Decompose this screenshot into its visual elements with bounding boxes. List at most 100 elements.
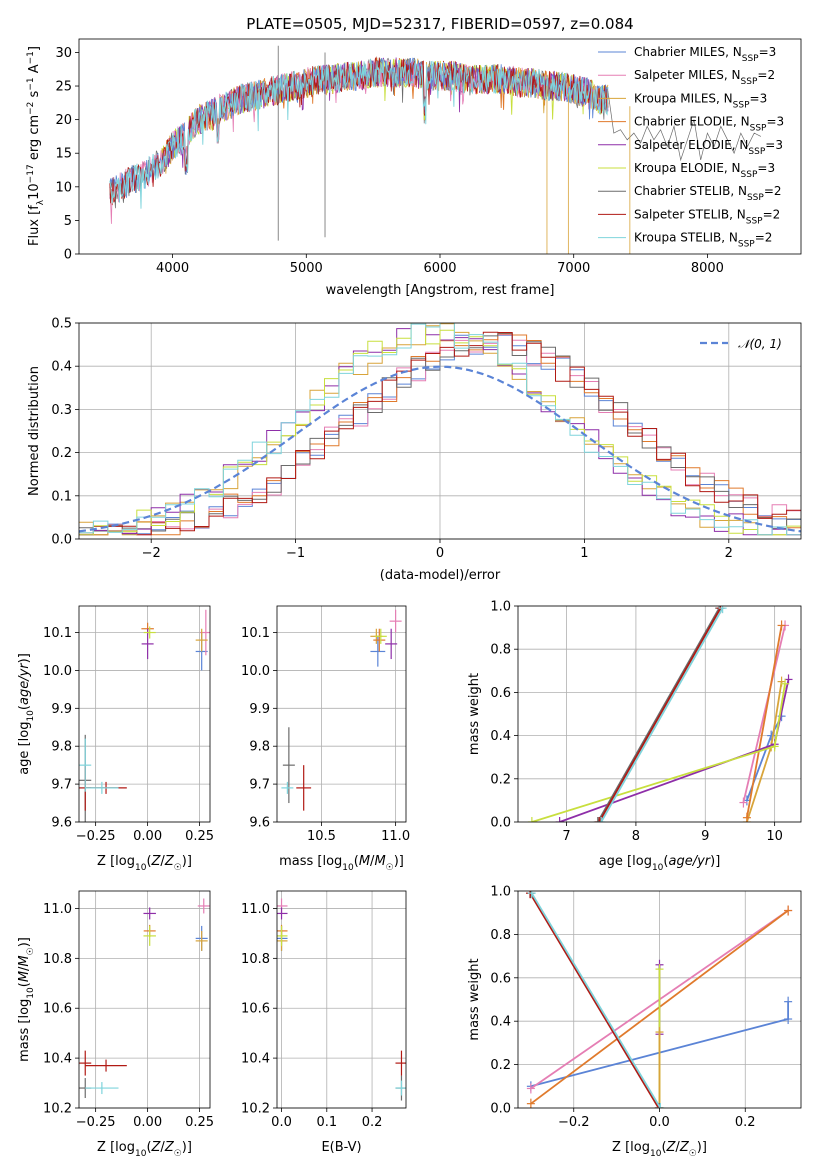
y-tick-label: 10: [55, 180, 72, 195]
y-tick-label: 10.0: [241, 664, 270, 679]
histogram-salpeter_stelib: [79, 331, 801, 536]
weight-line-kroupa_stelib: [530, 892, 662, 1108]
label-part: SSP: [747, 193, 764, 203]
label-part: 10: [135, 863, 147, 873]
weight-line-kroupa_stelib: [600, 607, 724, 822]
label-part: =2: [757, 68, 775, 82]
x-tick-label: 0.25: [185, 829, 214, 844]
label-part: )]: [17, 653, 32, 663]
y-tick-label: 10.4: [43, 1052, 72, 1067]
y-tick-label: 10.4: [241, 1052, 270, 1067]
label-part: M: [359, 854, 370, 869]
label-part: erg cm: [27, 115, 42, 164]
y-tick-label: 9.6: [249, 816, 270, 831]
legend-label-kroupa_elodie: Kroupa ELODIE, NSSP=3: [634, 161, 775, 180]
plot-area: [79, 323, 801, 536]
label-part: Salpeter ELODIE, N: [634, 138, 748, 152]
y-axis-label: Flux [fλ10−17 erg cm−2 s−1 A−1]: [26, 46, 46, 246]
label-part: Z: [164, 1140, 175, 1155]
y-tick-label: 10.1: [241, 626, 270, 641]
label-part: 10: [650, 1149, 662, 1159]
x-tick-label: 7000: [557, 261, 590, 276]
x-axis-label: Z [log10(Z/Z☉)]: [97, 854, 192, 873]
y-tick-label: 9.9: [51, 702, 72, 717]
x-tick-label: −0.2: [558, 1115, 590, 1130]
label-part: λ: [36, 199, 46, 205]
plot-area: [277, 898, 406, 1101]
label-part: Kroupa MILES, N: [634, 91, 733, 105]
y-tick-label: 1.0: [490, 885, 511, 900]
label-part: (: [663, 854, 668, 869]
legend-label-chabrier_miles: Chabrier MILES, NSSP=3: [634, 45, 776, 64]
x-axis-label: mass [log10(M/M☉)]: [279, 854, 404, 873]
label-part: /: [160, 854, 165, 869]
axes-frame: [517, 605, 802, 823]
x-tick-label: −2: [142, 546, 161, 561]
x-tick-label: 0.2: [362, 1115, 383, 1130]
y-tick-label: 9.7: [249, 778, 270, 793]
weight-line-salpeter_stelib: [529, 892, 660, 1108]
y-tick-label: 10.2: [241, 1102, 270, 1117]
label-part: Chabrier STELIB, N: [634, 184, 747, 198]
label-part: Chabrier ELODIE, N: [634, 115, 750, 129]
y-tick-label: 10.2: [43, 1102, 72, 1117]
y-axis-label: mass weight: [467, 673, 482, 755]
spectrum-line-kroupa_stelib: [109, 58, 609, 209]
chart-residuals: −2 −1 0 1 2 0.0 0.1 0.2 0.3 0.4 0.5 (data-model)/er…: [27, 317, 802, 583]
label-part: (: [146, 854, 151, 869]
y-axis-label: mass weight: [467, 958, 482, 1040]
x-tick-label: 10: [766, 829, 783, 844]
label-part: ☉: [386, 863, 394, 873]
x-tick-label: 0.25: [185, 1115, 214, 1130]
legend-label-chabrier_elodie: Chabrier ELODIE, NSSP=3: [634, 115, 784, 134]
x-tick-label: −0.25: [76, 1115, 116, 1130]
label-part: Chabrier MILES, N: [634, 45, 742, 59]
y-tick-label: 10.1: [43, 626, 72, 641]
y-tick-label: 5: [64, 214, 72, 229]
y-tick-label: 20: [55, 113, 72, 128]
y-tick-label: 0: [64, 248, 72, 263]
label-part: SSP: [738, 240, 755, 250]
label-part: )]: [182, 1140, 192, 1155]
label-part: /: [370, 854, 375, 869]
y-tick-label: 0.4: [490, 1015, 511, 1030]
y-tick-label: 1.0: [490, 600, 511, 615]
y-tick-label: 30: [55, 46, 72, 61]
x-axis-label: Z [log10(Z/Z☉)]: [612, 1140, 707, 1159]
x-tick-label: 4000: [156, 261, 189, 276]
label-part: Z [log: [612, 1140, 650, 1155]
label-part: SSP: [748, 147, 765, 157]
label-part: )]: [182, 854, 192, 869]
x-tick-label: 9: [701, 829, 709, 844]
legend-label-kroupa_stelib: Kroupa STELIB, NSSP=2: [634, 231, 772, 250]
label-part: age [log: [599, 854, 652, 869]
y-tick-label: 10.8: [43, 952, 72, 967]
legend-label-kroupa_miles: Kroupa MILES, NSSP=3: [634, 91, 767, 110]
label-part: mass [log: [17, 999, 32, 1062]
x-tick-label: 5000: [290, 261, 323, 276]
label-part: (: [17, 705, 32, 710]
x-tick-label: 8: [632, 829, 640, 844]
x-tick-label: 11.0: [381, 829, 410, 844]
label-part: age/yr: [17, 662, 32, 705]
label-part: 10: [27, 183, 42, 200]
label-part: age/yr: [668, 854, 711, 869]
x-axis-label: Z [log10(Z/Z☉)]: [97, 1140, 192, 1159]
y-tick-label: 0.5: [51, 317, 72, 332]
label-part: =3: [765, 138, 783, 152]
y-tick-label: 10.6: [241, 1002, 270, 1017]
label-part: =3: [757, 161, 775, 175]
label-part: Z [log: [97, 1140, 135, 1155]
x-tick-label: 6000: [423, 261, 456, 276]
plot-area: [79, 609, 210, 822]
y-tick-label: 0.0: [51, 533, 72, 548]
label-part: Z: [151, 1140, 162, 1155]
label-part: Kroupa STELIB, N: [634, 231, 738, 245]
normal-curve: [79, 365, 801, 533]
label-part: Kroupa ELODIE, N: [634, 161, 741, 175]
label-part: −2: [26, 102, 36, 115]
label-part: 10: [652, 863, 664, 873]
label-part: Salpeter MILES, N: [634, 68, 741, 82]
